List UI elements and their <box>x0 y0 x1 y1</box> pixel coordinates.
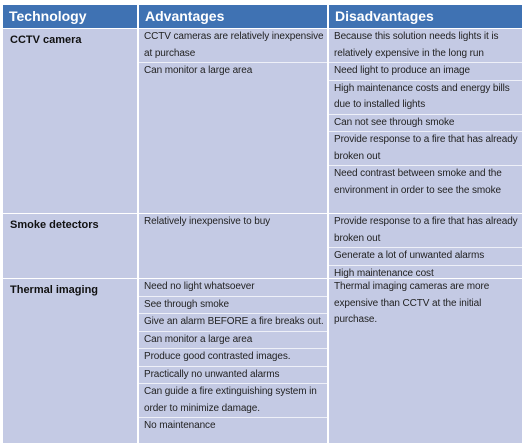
table-row: CCTV camera CCTV cameras are relatively i… <box>3 28 522 213</box>
advantage-item: Can monitor a large area <box>139 332 327 349</box>
advantage-item: Give an alarm BEFORE a fire breaks out. <box>139 314 327 332</box>
technology-cell: CCTV camera <box>10 34 82 46</box>
advantage-item: Relatively inexpensive to buy <box>144 216 271 227</box>
disadvantage-item: Provide response to a fire that has alre… <box>329 132 522 166</box>
disadvantage-item: Because this solution needs lights it is… <box>329 29 522 63</box>
technology-cell: Smoke detectors <box>10 219 99 231</box>
disadvantage-item: Thermal imaging cameras are more expensi… <box>334 281 490 325</box>
advantage-item: Practically no unwanted alarms <box>139 367 327 384</box>
disadvantage-item: Generate a lot of unwanted alarms <box>329 248 522 266</box>
advantages-cell: Relatively inexpensive to buy <box>137 214 327 278</box>
advantage-item: No maintenance <box>144 420 216 431</box>
disadvantages-cell: Provide response to a fire that has alre… <box>327 214 522 279</box>
header-cell: Technology <box>9 8 87 24</box>
disadvantage-item: Can not see through smoke <box>329 115 522 132</box>
advantage-item: Can monitor a large area <box>144 65 253 76</box>
advantages-cell: Need no light whatsoever See through smok… <box>137 279 327 443</box>
header-cell: Advantages <box>137 5 327 28</box>
disadvantage-item: High maintenance costs and energy bills … <box>329 81 522 115</box>
advantage-item: Produce good contrasted images. <box>139 349 327 367</box>
table: Technology Advantages Disadvantages CCTV… <box>3 5 522 443</box>
disadvantage-item: Need contrast between smoke and the envi… <box>334 168 502 196</box>
header-cell: Disadvantages <box>327 5 522 28</box>
disadvantage-item: Provide response to a fire that has alre… <box>329 214 522 248</box>
table-row: Thermal imaging Need no light whatsoever S… <box>3 278 522 443</box>
disadvantages-cell: Because this solution needs lights it is… <box>327 29 522 213</box>
advantage-item: Need no light whatsoever <box>139 279 327 297</box>
table-row: Smoke detectors Relatively inexpensive to… <box>3 213 522 279</box>
advantage-item: Can guide a fire extinguishing system in… <box>139 384 327 418</box>
header-row: Technology Advantages Disadvantages <box>3 5 522 28</box>
disadvantage-item: Need light to produce an image <box>329 63 522 81</box>
advantage-item: CCTV cameras are relatively inexpensive … <box>139 29 327 63</box>
advantage-item: See through smoke <box>139 297 327 314</box>
technology-cell: Thermal imaging <box>10 284 99 296</box>
disadvantage-item: High maintenance cost <box>334 267 434 279</box>
disadvantages-cell: Thermal imaging cameras are more expensi… <box>327 279 522 443</box>
advantages-cell: CCTV cameras are relatively inexpensive … <box>137 29 327 213</box>
